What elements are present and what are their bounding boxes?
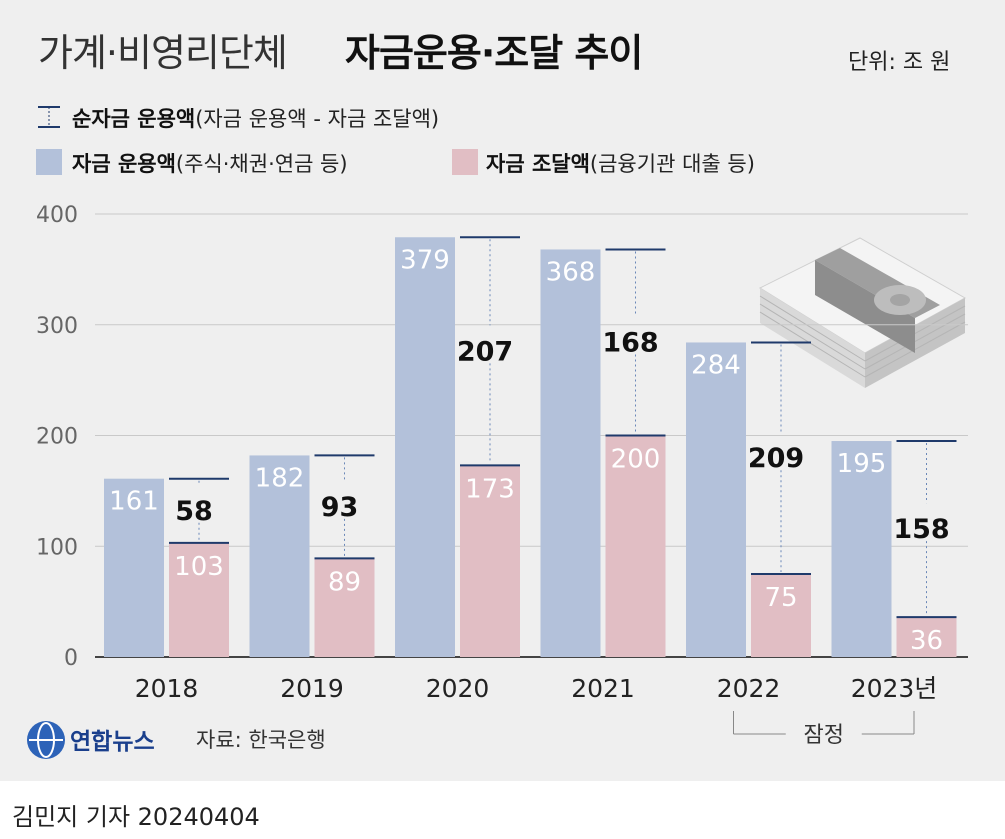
x-category-label: 2022 [717,674,781,703]
source-text: 자료: 한국은행 [196,728,326,752]
y-tick-label: 200 [36,425,78,450]
net-value-label: 168 [602,327,658,358]
author-date: 김민지 기자 20240404 [12,803,260,831]
invest-value-label: 368 [546,257,596,287]
net-value-label: 158 [893,514,949,545]
fund-value-label: 75 [764,583,797,613]
fund-bar [751,573,811,657]
provisional-note: 잠정 [804,723,844,748]
legend-invest-label: 자금 운용액 [72,152,176,176]
x-category-label: 2019 [280,674,344,703]
invest-value-label: 379 [400,245,450,275]
yonhap-logo-icon [27,721,65,759]
chart-title-bold: 자금운용·조달 추이 [345,31,643,75]
x-category-label: 2018 [135,674,199,703]
chart-title-light: 가계·비영리단체 [38,31,288,75]
legend-net-desc: (자금 운용액 - 자금 조달액) [195,107,440,131]
legend-invest-desc: (주식·채권·연금 등) [175,152,348,176]
fund-value-label: 103 [174,552,224,582]
legend-invest: 자금 운용액(주식·채권·연금 등) [72,148,348,178]
fund-value-label: 89 [328,567,361,597]
chart-svg: 0 100 200 300 400 161 103 58 2018 182 89 93 2019 379 1… [36,203,968,748]
y-tick-label: 100 [36,535,78,560]
fund-value-label: 173 [465,474,515,504]
net-value-label: 93 [321,492,359,523]
invest-bar [540,249,601,657]
fund-bar [169,542,229,657]
invest-value-label: 284 [691,350,741,380]
invest-value-label: 182 [255,463,305,493]
invest-bar [831,441,892,657]
legend-net-label: 순자금 운용액 [72,107,196,131]
invest-value-label: 161 [109,487,159,517]
net-legend-icon [38,106,60,128]
fund-bar [314,558,375,657]
fund-legend-swatch [452,149,478,175]
y-tick-label: 300 [36,314,78,339]
fund-bar [896,617,957,657]
net-value-label: 209 [748,443,804,474]
fund-bar [460,465,520,657]
unit-label: 단위: 조 원 [848,50,951,75]
net-value-label: 58 [175,496,213,527]
x-category-label: 2021 [571,674,635,703]
invest-bar [395,237,455,657]
legend-fund-desc: (금융기관 대출 등) [589,152,755,176]
invest-legend-swatch [36,149,62,175]
invest-bar [249,455,310,657]
y-tick-label: 400 [36,203,78,228]
legend-fund: 자금 조달액(금융기관 대출 등) [486,148,755,178]
invest-bar [104,478,164,657]
fund-value-label: 36 [910,626,943,656]
fund-value-label: 200 [611,445,661,475]
y-tick-label: 0 [64,646,78,671]
net-value-label: 207 [457,336,513,367]
legend-net: 순자금 운용액(자금 운용액 - 자금 조달액) [72,103,439,133]
logo-text: 연합뉴스 [70,729,155,755]
legend-fund-label: 자금 조달액 [486,152,590,176]
fund-bar [605,435,666,657]
invest-value-label: 195 [837,449,887,479]
invest-bar [686,342,746,657]
x-category-label: 2023년 [851,674,938,703]
x-category-label: 2020 [426,674,490,703]
